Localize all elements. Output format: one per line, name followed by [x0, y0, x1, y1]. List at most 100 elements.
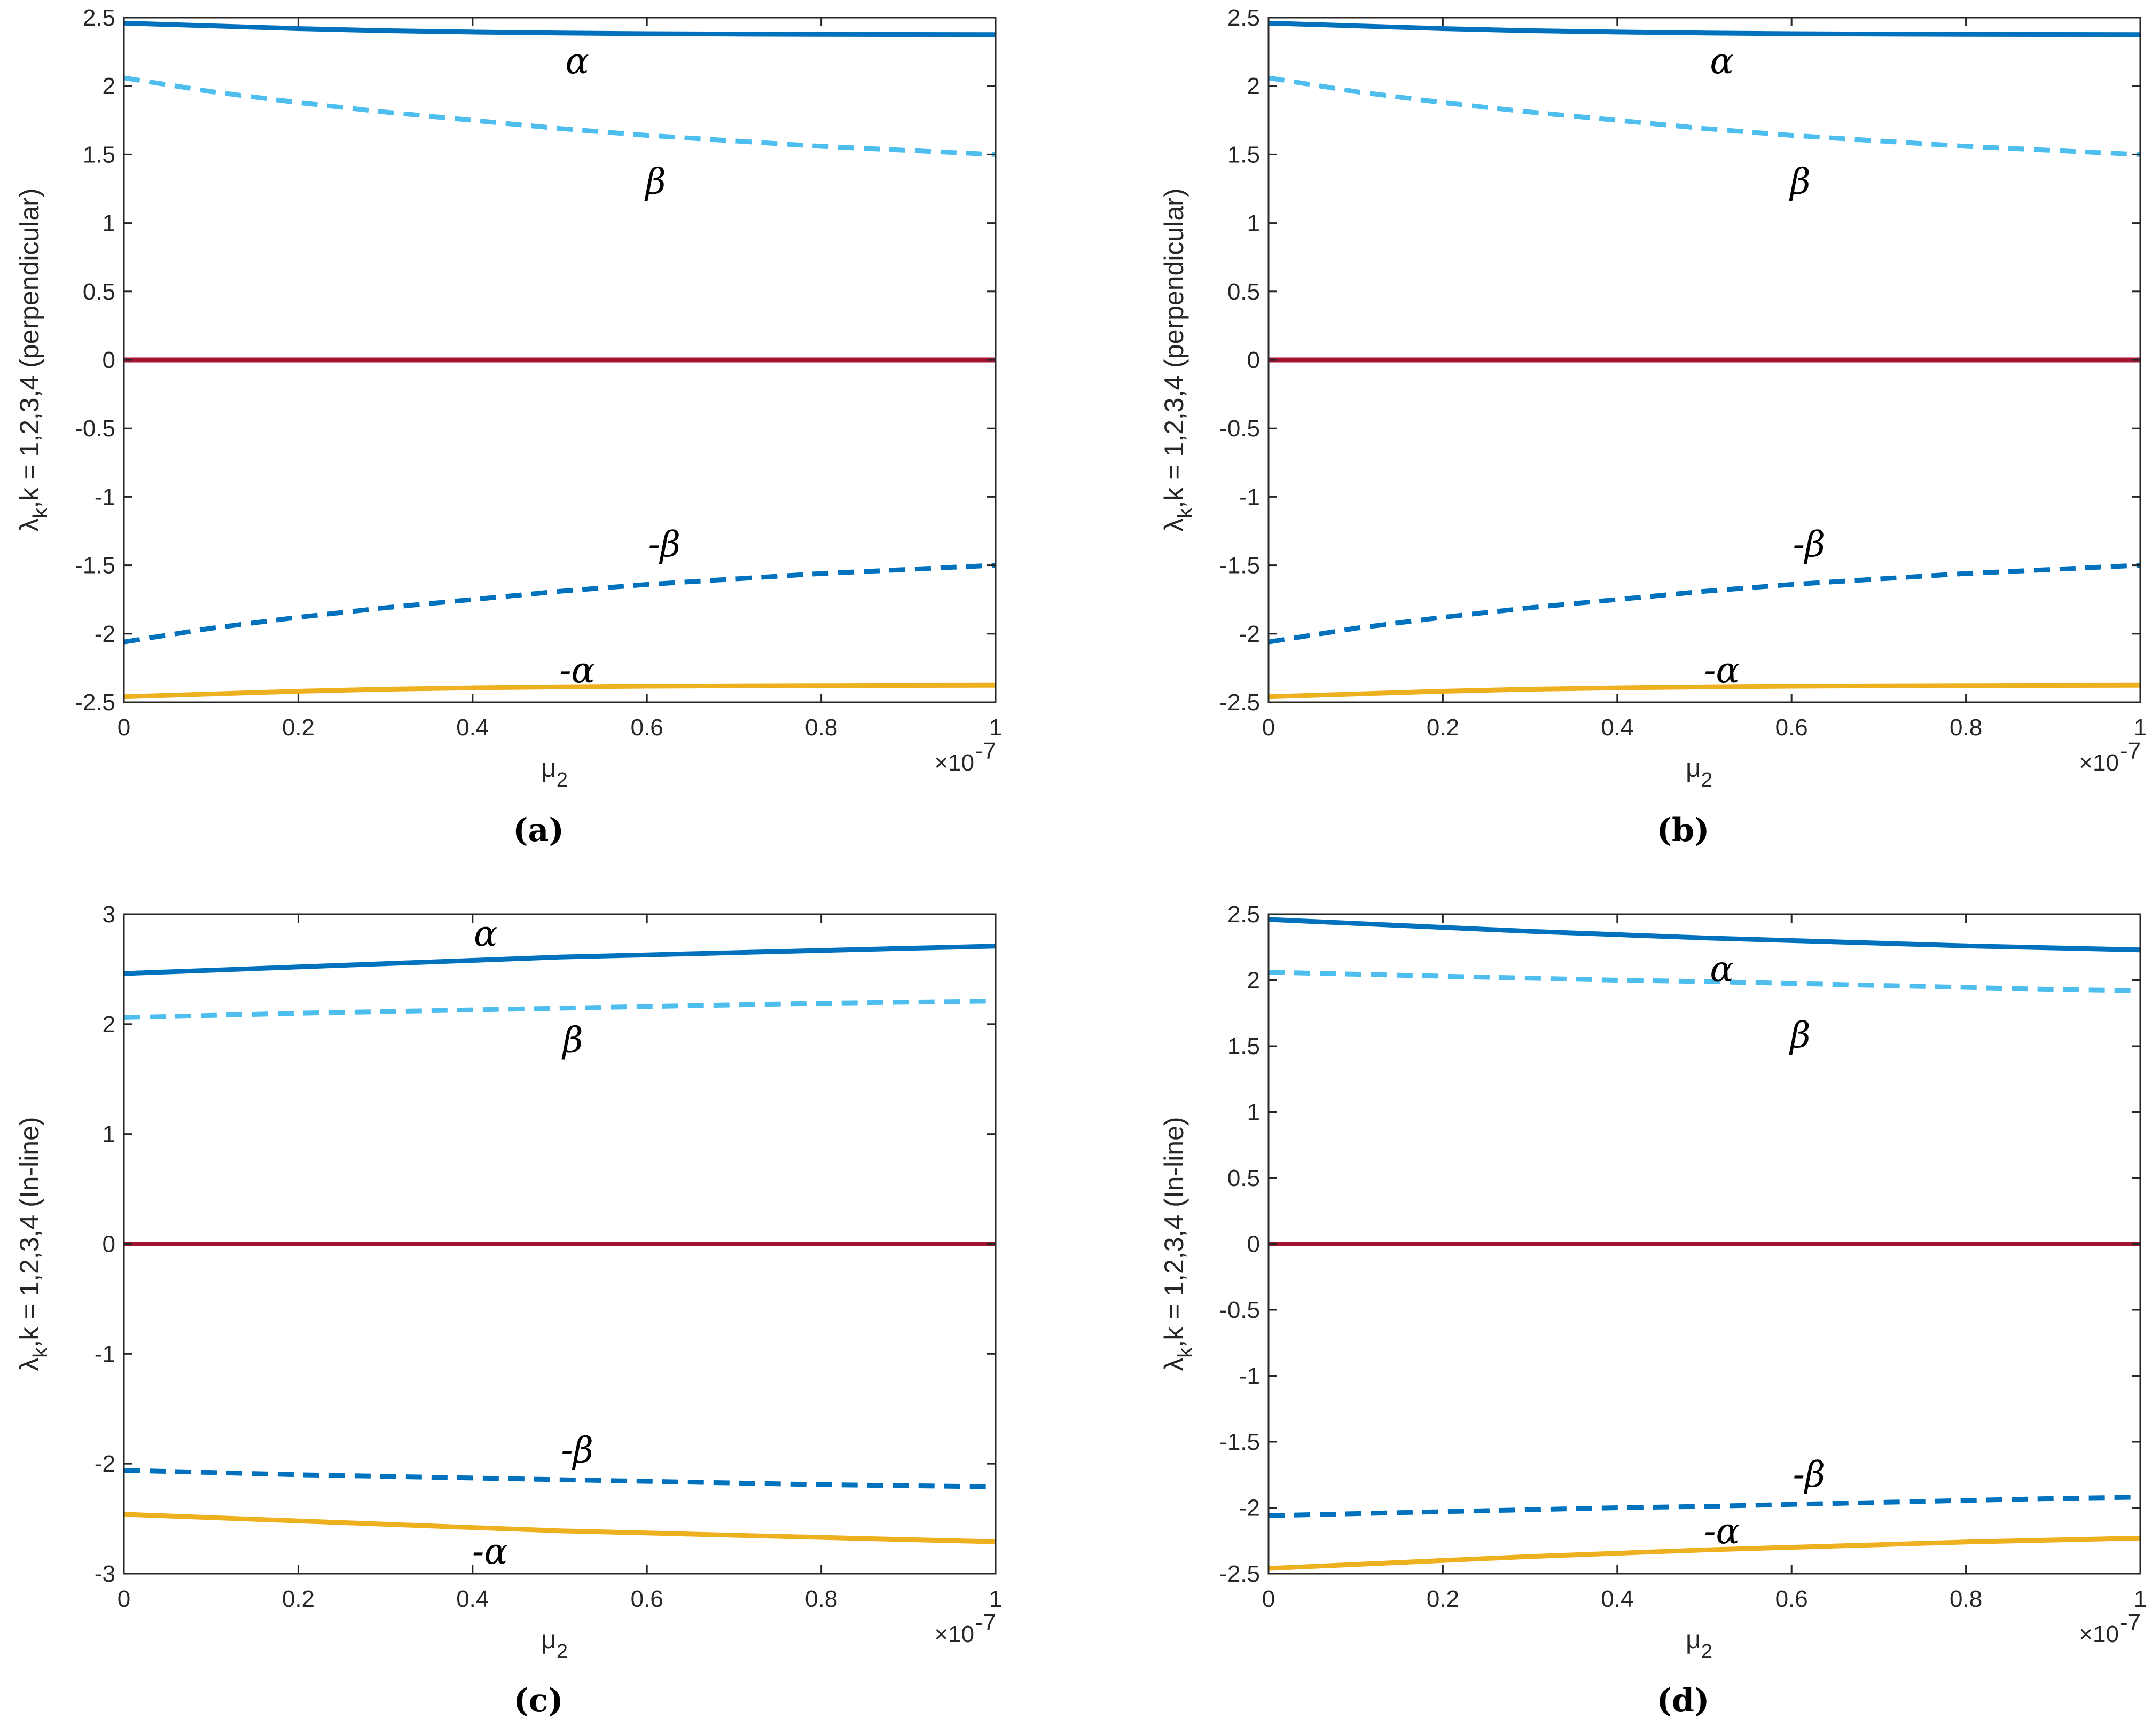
panel-b-ytick-label: 0.5: [1227, 279, 1260, 305]
panel-c-xtick-label: 0.2: [282, 1586, 315, 1612]
panel-c-xtick-label: 0: [118, 1586, 130, 1612]
panel-c-ytick-label: -3: [95, 1561, 115, 1587]
panel-c-series-beta: [123, 999, 996, 1020]
panel-b-ylabel: λk,k = 1,2,3,4 (perpendicular): [1159, 188, 1196, 532]
panel-a-x-exponent: ×10: [934, 750, 974, 776]
panel-b-ytick-label: -2.5: [1219, 689, 1260, 716]
panel-d-annotation-alpha: α: [1710, 949, 1734, 990]
panel-b-xtick-label: 0.8: [1950, 714, 1982, 741]
panel-a-ylabel: λk,k = 1,2,3,4 (perpendicular): [14, 188, 52, 532]
panel-a-ytick-label: -0.5: [75, 415, 115, 442]
panel-d-series-neg-alpha: [1268, 1535, 2141, 1571]
panel-a-ytick-label: 0.5: [83, 279, 115, 305]
panel-a-ytick-label: 1.5: [83, 142, 115, 168]
panel-a-ytick-label: -2: [95, 621, 115, 647]
panel-c-xtick-label: 0.4: [456, 1586, 489, 1612]
panel-d-ylabel: λk,k = 1,2,3,4 (In-line): [1159, 1117, 1196, 1371]
panel-c-ylabel: λk,k = 1,2,3,4 (In-line): [14, 1117, 52, 1371]
panel-b-xtick-label: 0: [1262, 714, 1275, 741]
panel-a-annotation-neg-alpha: -α: [559, 650, 595, 691]
panel-d-ytick-label: 1: [1247, 1099, 1260, 1126]
panel-d-ytick-label: 0.5: [1227, 1165, 1260, 1191]
panel-a-x-exponent-power: -7: [975, 738, 996, 764]
panel-b-series-neg-alpha: [1268, 682, 2141, 700]
panel-d-annotation-neg-alpha: -α: [1704, 1511, 1740, 1552]
panel-d-ytick-label: 2: [1247, 968, 1260, 994]
panel-d-ytick-label: -2.5: [1219, 1561, 1260, 1587]
panel-b-ytick-label: 0: [1247, 347, 1260, 373]
panel-d-xtick-label: 1: [2134, 1586, 2147, 1612]
panel-a-ytick-label: -2.5: [75, 689, 115, 716]
panel-c-ytick-label: -1: [95, 1341, 115, 1367]
panel-b-xlabel: μ2: [1686, 753, 1712, 791]
panel-b-annotation-neg-beta: -β: [1793, 524, 1825, 565]
panel-a: 0 0.2 0.4 0.6 0.8 1 -2.5 -2 -1.5 -1 -0.5 0 0.5 1 1.5 2 2…: [14, 5, 1002, 849]
panel-c-xlabel: μ2: [541, 1624, 568, 1663]
panel-d-xtick-label: 0.4: [1601, 1586, 1633, 1612]
panel-d-ytick-label: -2: [1239, 1495, 1260, 1521]
panel-c-annotation-alpha: α: [474, 913, 498, 954]
panel-d-xtick-label: 0.2: [1427, 1586, 1459, 1612]
panel-c-ytick-label: 0: [103, 1231, 115, 1258]
panel-c-xtick-label: 1: [989, 1586, 1002, 1612]
panel-b-x-exponent: ×10: [2079, 750, 2119, 776]
panel-a-caption: (a): [513, 812, 564, 849]
panel-c-xtick-label: 0.8: [805, 1586, 838, 1612]
panel-c-x-exponent-power: -7: [975, 1609, 996, 1636]
panel-d-ytick-label: 2.5: [1227, 901, 1260, 928]
panel-c-series-neg-alpha: [123, 1512, 996, 1544]
panel-b-annotation-alpha: α: [1710, 41, 1734, 82]
panel-c-ytick-label: 1: [103, 1121, 115, 1148]
panel-d-x-exponent-power: -7: [2120, 1609, 2141, 1636]
panel-a-xtick-label: 1: [989, 714, 1002, 741]
panel-a-series-alpha: [123, 20, 996, 37]
panel-a-xtick-label: 0.4: [456, 714, 489, 741]
panel-c-ytick-label: -2: [95, 1451, 115, 1477]
panel-b-xtick-label: 0.6: [1775, 714, 1808, 741]
panel-a-xtick-label: 0.8: [805, 714, 838, 741]
panel-d-ytick-label: -1: [1239, 1363, 1260, 1389]
panel-c-ytick-label: 2: [103, 1011, 115, 1038]
panel-c-annotation-neg-alpha: -α: [472, 1531, 508, 1572]
panel-a-ytick-label: -1: [95, 484, 115, 510]
panel-b: 0 0.2 0.4 0.6 0.8 1 -2.5 -2 -1.5 -1 -0.5 0 0.5 1 1.5 2 2…: [1159, 5, 2147, 849]
panel-d-annotation-beta: β: [1788, 1015, 1810, 1056]
panel-a-ytick-label: 1: [103, 210, 115, 237]
panel-d-xlabel: μ2: [1686, 1624, 1712, 1663]
panel-c-xtick-label: 0.6: [631, 1586, 663, 1612]
panel-b-series-alpha: [1268, 20, 2141, 37]
panel-b-annotation-beta: β: [1788, 161, 1810, 202]
panel-d: 0 0.2 0.4 0.6 0.8 1 -2.5 -2 -1.5 -1 -0.5 0 0.5 1 1.5 2 2…: [1159, 901, 2147, 1719]
panel-b-ytick-label: 1.5: [1227, 142, 1260, 168]
panel-c: 0 0.2 0.4 0.6 0.8 1 -3 -2 -1 0 1 2 3 μ2 ×10 -7 λk,k = 1,…: [14, 901, 1002, 1719]
panel-c-annotation-neg-beta: -β: [561, 1429, 593, 1471]
panel-a-ytick-label: -1.5: [75, 553, 115, 579]
panel-d-caption: (d): [1657, 1682, 1710, 1719]
panel-d-xtick-label: 0.6: [1775, 1586, 1808, 1612]
panel-b-caption: (b): [1657, 812, 1710, 849]
panel-a-series-neg-beta: [123, 563, 996, 645]
panel-b-ytick-label: 2.5: [1227, 5, 1260, 31]
panel-a-annotation-alpha: α: [565, 41, 589, 82]
panel-d-xtick-label: 0.8: [1950, 1586, 1982, 1612]
panel-b-xtick-label: 0.4: [1601, 714, 1633, 741]
panel-b-ytick-label: -1: [1239, 484, 1260, 510]
panel-d-series-neg-beta: [1268, 1495, 2141, 1518]
panel-d-x-exponent: ×10: [2079, 1621, 2119, 1647]
panel-a-annotation-beta: β: [644, 161, 666, 202]
panel-b-ytick-label: -0.5: [1219, 415, 1260, 442]
panel-d-annotation-neg-beta: -β: [1793, 1454, 1825, 1495]
panel-c-annotation-beta: β: [561, 1020, 583, 1061]
panel-a-xtick-label: 0: [118, 714, 130, 741]
panel-a-ytick-label: 2: [103, 73, 115, 99]
panel-d-series-alpha: [1268, 917, 2141, 953]
panel-d-xtick-label: 0: [1262, 1586, 1275, 1612]
panel-b-annotation-neg-alpha: -α: [1704, 650, 1740, 691]
panel-b-x-exponent-power: -7: [2120, 738, 2141, 764]
panel-a-annotation-neg-beta: -β: [648, 524, 680, 565]
panel-d-ytick-label: 1.5: [1227, 1033, 1260, 1059]
panel-a-ytick-label: 0: [103, 347, 115, 373]
panel-a-series-neg-alpha: [123, 682, 996, 700]
panel-a-xlabel: μ2: [541, 753, 568, 791]
